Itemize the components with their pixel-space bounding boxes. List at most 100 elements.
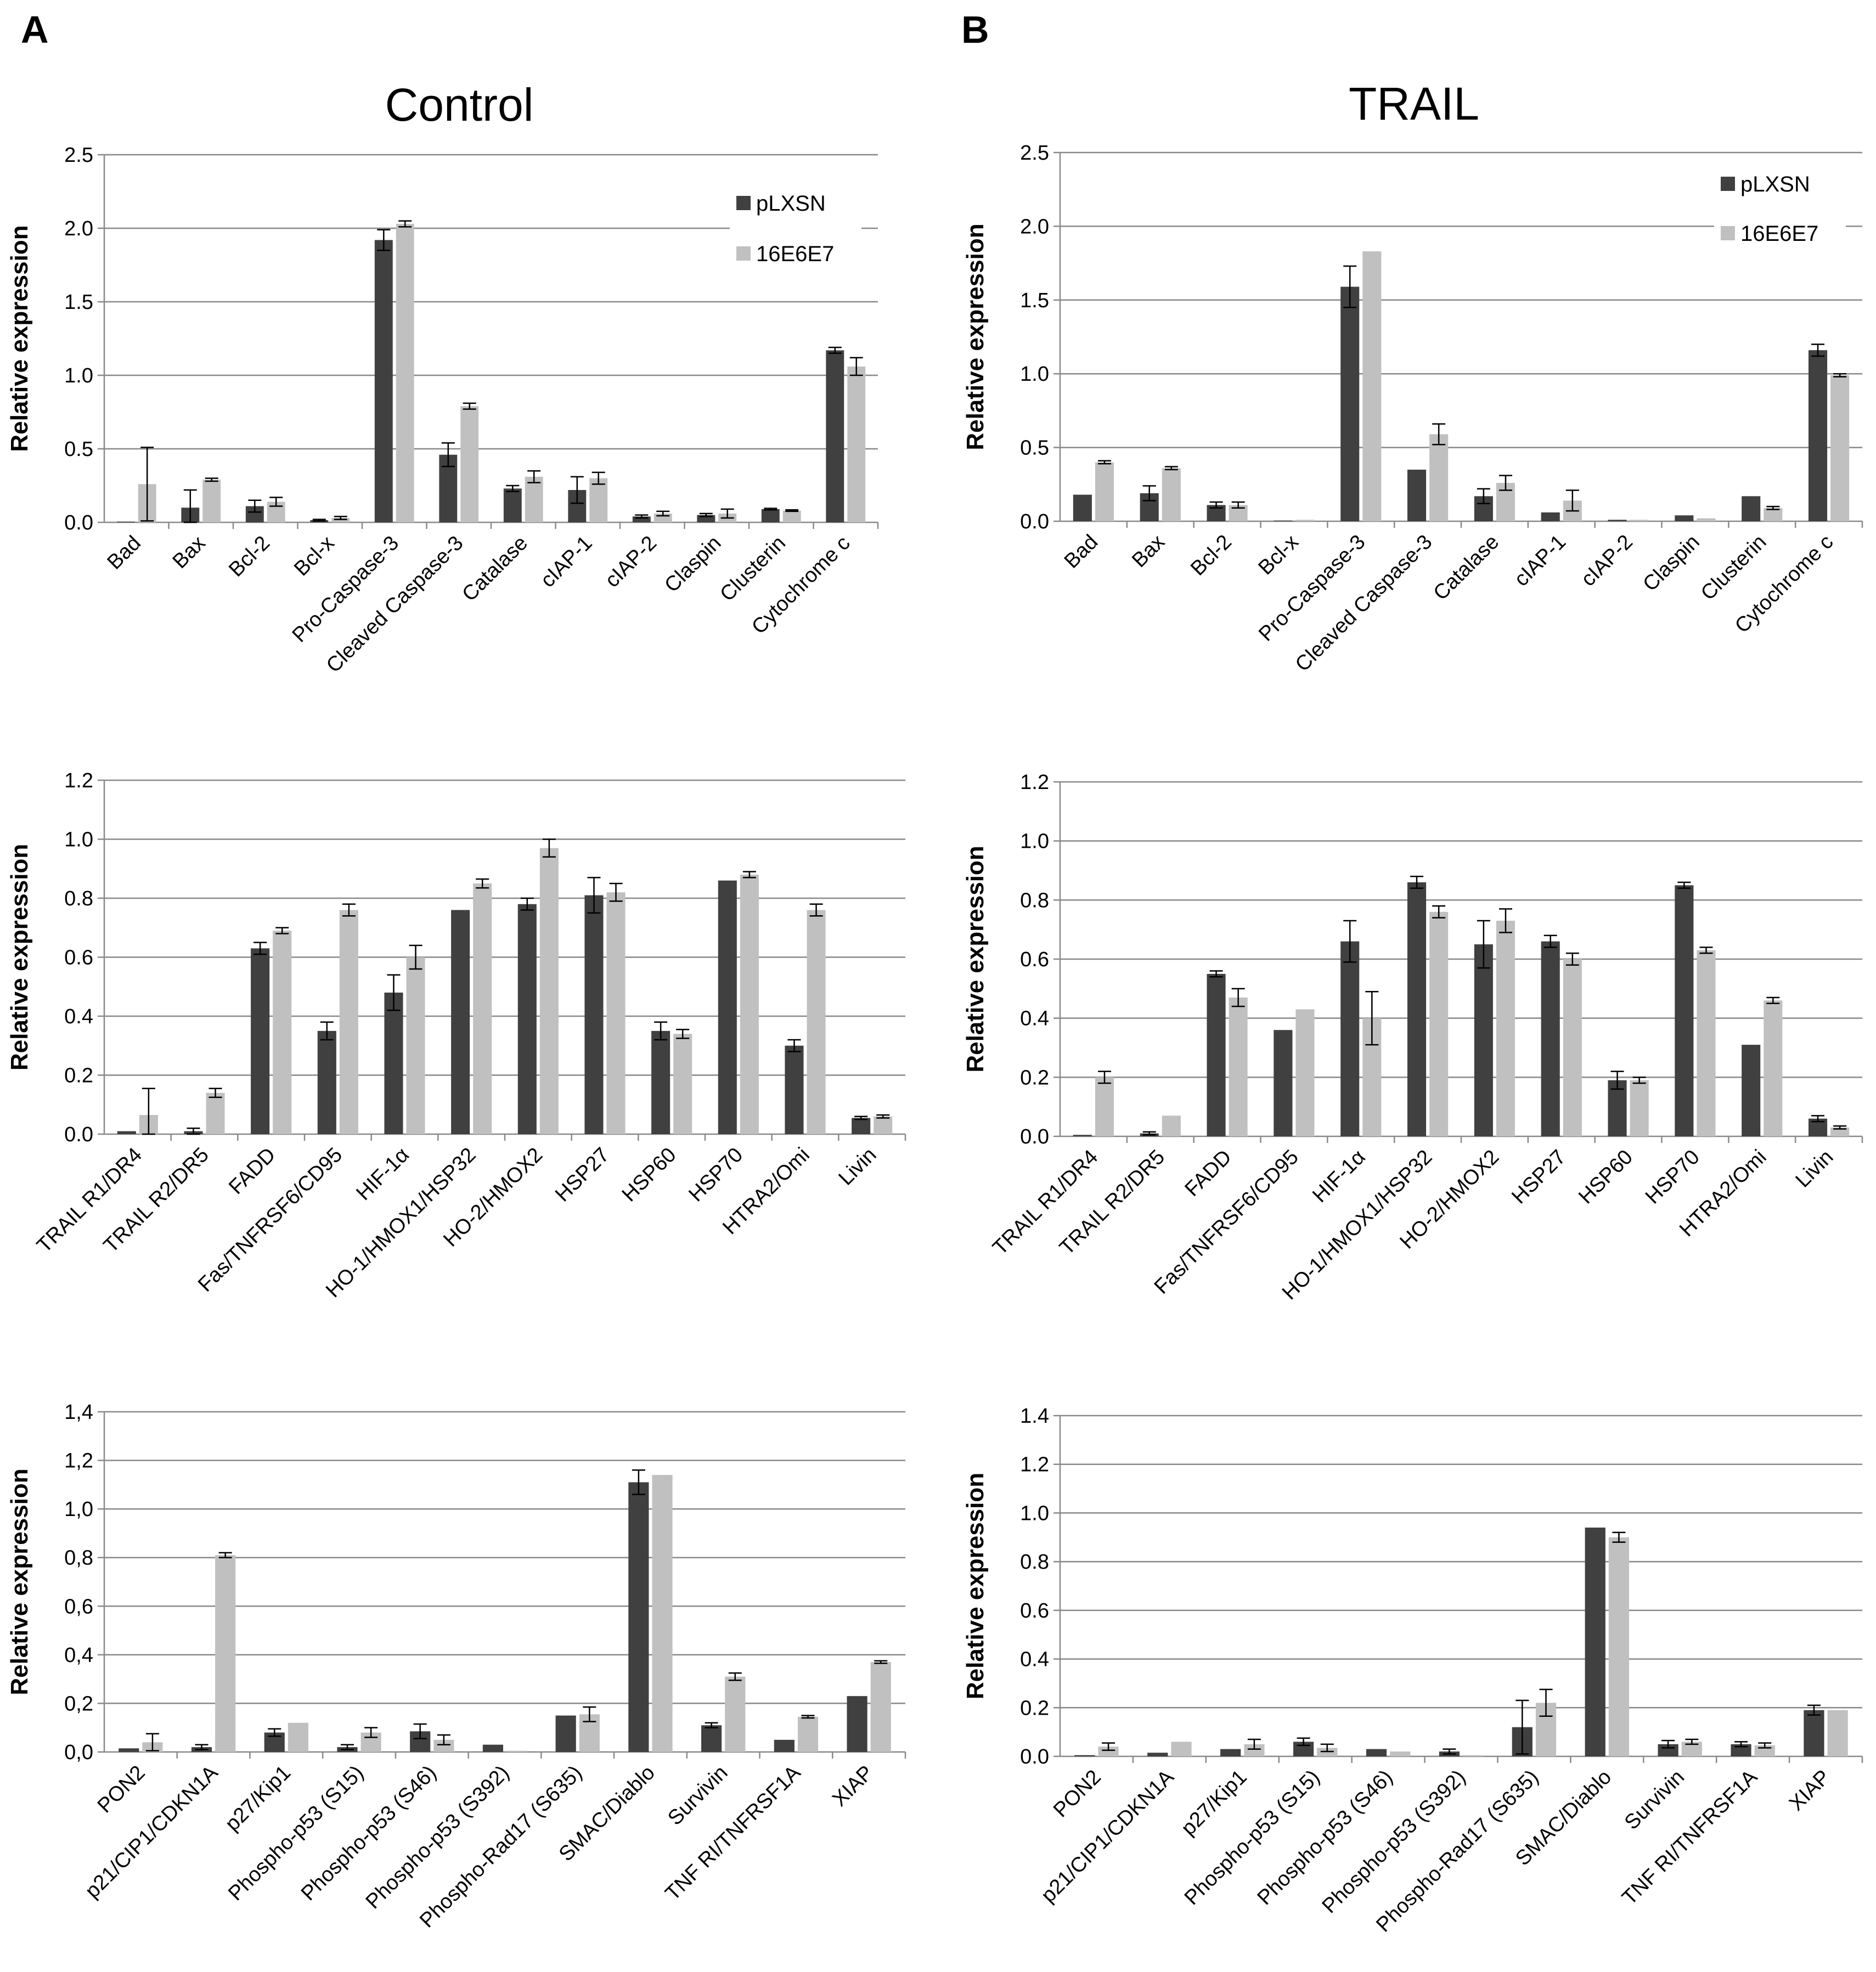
bar-16e6e7-phospho-p53-s46 [1390, 1751, 1411, 1756]
y-tick-label: 0.0 [1020, 510, 1049, 533]
legend-swatch-plxsn-b [1721, 177, 1735, 191]
bar-plxsn-ciap-1 [1541, 512, 1560, 521]
y-axis-label: Relative expression [6, 225, 33, 452]
y-tick-label: 0,6 [64, 1595, 93, 1618]
bar-16e6e7-smac-diablo [652, 1475, 673, 1752]
y-tick-label: 1,0 [64, 1498, 93, 1521]
bar-16e6e7-htra2-omi [807, 910, 826, 1134]
bar-plxsn-cytochrome-c [826, 350, 844, 522]
bar-16e6e7-ho-2-hmox2 [539, 848, 559, 1134]
bar-plxsn-htra2-omi [785, 1045, 804, 1134]
y-tick-label: 0.8 [1020, 1551, 1049, 1574]
bar-16e6e7-pro-caspase-3 [396, 223, 414, 523]
bar-16e6e7-bad [1095, 462, 1114, 521]
bar-16e6e7-p21-cip1-cdkn1a [1171, 1742, 1192, 1756]
bar-16e6e7-bax [202, 480, 221, 522]
y-tick-label: 0,4 [64, 1644, 93, 1667]
y-tick-label: 1.0 [1020, 363, 1049, 386]
bar-16e6e7-pro-caspase-3 [1362, 251, 1382, 521]
bar-16e6e7-cytochrome-c [1830, 375, 1850, 521]
bar-plxsn-p27-kip1 [1220, 1749, 1241, 1756]
bar-plxsn-trail-r1-dr4 [117, 1131, 136, 1134]
bar-plxsn-cytochrome-c [1808, 350, 1828, 521]
bar-plxsn-tnf-ri-tnfrsf1a [774, 1739, 795, 1752]
bar-plxsn-fadd [1207, 973, 1226, 1136]
bar-16e6e7-survivin [725, 1676, 746, 1752]
bar-plxsn-trail-r1-dr4 [1073, 1135, 1092, 1136]
bar-plxsn-ho-1-hmox1-hsp32 [451, 910, 470, 1134]
panel-letter-a: A [21, 8, 49, 51]
bar-plxsn-pon2 [119, 1748, 139, 1752]
bar-16e6e7-claspin [1697, 518, 1716, 521]
y-tick-label: 2.5 [1020, 142, 1049, 165]
bar-16e6e7-p21-cip1-cdkn1a [215, 1555, 236, 1752]
y-tick-label: 1.4 [1020, 1405, 1049, 1428]
bar-plxsn-hif-1 [384, 993, 403, 1134]
bar-plxsn-hsp27 [1541, 941, 1560, 1136]
bar-plxsn-catalase [503, 488, 522, 522]
y-tick-label: 0.6 [1020, 1599, 1049, 1622]
bar-16e6e7-hsp70 [1697, 950, 1716, 1136]
bar-plxsn-hsp70 [718, 880, 737, 1134]
bar-16e6e7-livin [874, 1116, 893, 1134]
bar-16e6e7-fas-tnfrsf6-cd95 [1295, 1009, 1315, 1136]
bar-16e6e7-ho-1-hmox1-hsp32 [473, 883, 492, 1134]
legend-label-plxsn-a: pLXSN [756, 191, 826, 216]
bar-plxsn-ciap-2 [632, 516, 651, 522]
bar-16e6e7-cleaved-caspase-3 [460, 406, 479, 522]
y-tick-label: 1,2 [64, 1450, 93, 1473]
bar-plxsn-smac-diablo [628, 1482, 649, 1752]
bar-plxsn-hsp70 [1675, 885, 1694, 1136]
y-tick-label: 0.2 [1020, 1697, 1049, 1720]
bar-16e6e7-ho-2-hmox2 [1496, 921, 1516, 1136]
panel-title-control: Control [385, 79, 534, 131]
bar-plxsn-bad [1073, 494, 1092, 521]
y-tick-label: 0.6 [1020, 948, 1049, 971]
bar-16e6e7-bcl-x [331, 517, 350, 522]
bar-16e6e7-ciap-2 [1630, 520, 1649, 521]
panel-title-trail: TRAIL [1349, 78, 1479, 129]
bar-plxsn-phospho-p53-s46 [1366, 1749, 1387, 1756]
y-tick-label: 2.0 [64, 217, 93, 240]
legend-label-16e6e7-b: 16E6E7 [1740, 222, 1818, 246]
bar-16e6e7-fas-tnfrsf6-cd95 [339, 910, 358, 1134]
bar-plxsn-cleaved-caspase-3 [1407, 469, 1427, 521]
y-tick-label: 0,8 [64, 1547, 93, 1570]
bar-plxsn-phospho-p53-s392 [482, 1744, 503, 1752]
bar-16e6e7-fadd [1229, 997, 1248, 1136]
y-tick-label: 1.0 [1020, 1502, 1049, 1525]
y-tick-label: 1,4 [64, 1401, 93, 1424]
bar-plxsn-htra2-omi [1742, 1045, 1761, 1136]
y-tick-label: 0.4 [64, 1005, 93, 1028]
bar-16e6e7-livin [1830, 1127, 1850, 1136]
y-axis-label: Relative expression [962, 223, 989, 450]
bar-16e6e7-hif-1 [406, 957, 425, 1134]
y-tick-label: 0,2 [64, 1692, 93, 1715]
bar-16e6e7-trail-r2-dr5 [206, 1092, 225, 1134]
bar-plxsn-livin [852, 1118, 871, 1134]
y-tick-label: 0.0 [1020, 1745, 1049, 1768]
bar-16e6e7-cytochrome-c [847, 366, 866, 522]
bar-plxsn-phospho-rad17-s635 [555, 1715, 576, 1752]
bar-16e6e7-hsp60 [1630, 1080, 1649, 1136]
bar-plxsn-xiap [1804, 1710, 1824, 1756]
bar-16e6e7-hsp27 [1563, 959, 1582, 1136]
legend-a: pLXSN 16E6E7 [730, 172, 861, 281]
bar-plxsn-smac-diablo [1585, 1528, 1605, 1756]
bar-16e6e7-ho-1-hmox1-hsp32 [1429, 911, 1449, 1136]
bar-plxsn-fas-tnfrsf6-cd95 [1274, 1030, 1293, 1136]
y-tick-label: 0.0 [64, 1123, 93, 1146]
bar-16e6e7-trail-r2-dr5 [1162, 1115, 1181, 1136]
y-tick-label: 2.5 [64, 144, 93, 167]
bar-16e6e7-pon2 [1098, 1746, 1119, 1756]
legend-label-16e6e7-a: 16E6E7 [756, 242, 834, 266]
y-tick-label: 2.0 [1020, 215, 1049, 238]
bar-16e6e7-hsp60 [673, 1034, 692, 1134]
legend-label-plxsn-b: pLXSN [1740, 172, 1810, 196]
bar-plxsn-hif-1 [1340, 941, 1360, 1136]
y-tick-label: 0.0 [64, 511, 93, 534]
bar-plxsn-ho-1-hmox1-hsp32 [1407, 882, 1427, 1136]
y-tick-label: 0.8 [1020, 889, 1049, 912]
